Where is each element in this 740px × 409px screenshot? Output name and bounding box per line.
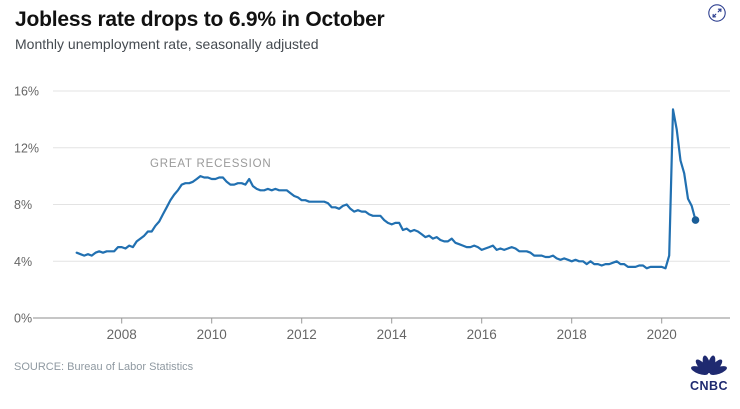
unemployment-rate-line (75, 108, 697, 270)
cnbc-logo: CNBC (685, 350, 737, 403)
chart-subtitle: Monthly unemployment rate, seasonally ad… (15, 36, 319, 52)
y-axis-labels: 0% 4% 8% 12% 16% (14, 85, 39, 326)
source-attribution: SOURCE: Bureau of Labor Statistics (14, 361, 194, 373)
svg-text:2010: 2010 (197, 327, 227, 342)
expand-button[interactable] (707, 3, 727, 23)
svg-text:2014: 2014 (377, 327, 408, 342)
latest-value-dot (691, 216, 700, 224)
cnbc-peacock-icon: CNBC (690, 355, 728, 393)
svg-text:8%: 8% (14, 198, 32, 212)
expand-icon (708, 4, 726, 22)
svg-text:2018: 2018 (557, 327, 587, 342)
svg-text:2008: 2008 (107, 327, 137, 342)
svg-text:12%: 12% (14, 141, 39, 155)
x-axis-labels: 2008 2010 2012 2014 2016 2018 2020 (107, 327, 677, 342)
page-title: Jobless rate drops to 6.9% in October (15, 8, 385, 31)
svg-text:4%: 4% (14, 255, 32, 269)
svg-text:2020: 2020 (647, 327, 677, 342)
svg-text:16%: 16% (14, 85, 39, 99)
cnbc-logo-text: CNBC (690, 379, 728, 393)
x-axis-ticks (121, 318, 663, 324)
svg-text:2016: 2016 (467, 327, 497, 342)
gridlines (33, 90, 730, 319)
great-recession-annotation: GREAT RECESSION (150, 158, 272, 170)
svg-text:2012: 2012 (287, 327, 317, 342)
svg-text:0%: 0% (14, 312, 32, 326)
